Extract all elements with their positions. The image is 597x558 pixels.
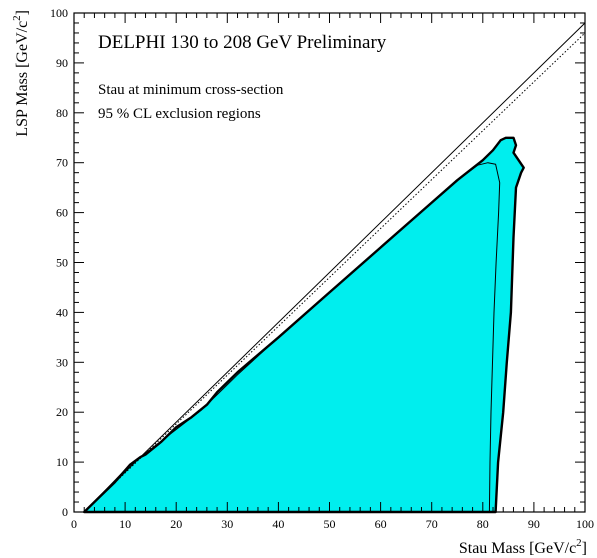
x-tick-label: 10 [119,517,131,531]
y-tick-label: 70 [56,156,68,170]
x-tick-label: 60 [375,517,387,531]
x-axis-ticks: 0 10 20 30 40 50 60 70 80 90 100 [71,13,594,531]
chart-title: DELPHI 130 to 208 GeV Preliminary [98,32,387,53]
reference-line-solid [83,22,586,513]
x-axis-label: Stau Mass [GeV/c2] [459,537,587,557]
y-tick-label: 100 [50,6,68,20]
reference-line-dotted [83,32,586,513]
y-tick-label: 0 [62,505,68,519]
x-tick-label: 0 [71,517,77,531]
y-tick-label: 80 [56,106,68,120]
y-tick-label: 20 [56,405,68,419]
x-tick-label: 90 [528,517,540,531]
exclusion-region-filled-0 [82,136,525,514]
y-tick-label: 30 [56,355,68,369]
x-tick-label: 20 [170,517,182,531]
plot-area [82,136,525,514]
y-tick-label: 10 [56,455,68,469]
x-tick-label: 100 [576,517,594,531]
annotation-line-1: Stau at minimum cross-section [98,82,284,98]
reference-lines [83,22,586,513]
x-tick-label: 50 [324,517,336,531]
y-tick-label: 90 [56,56,68,70]
annotation-line-2: 95 % CL exclusion regions [98,106,261,122]
y-axis-ticks: 0 10 20 30 40 50 60 70 80 90 100 [50,6,585,519]
x-tick-label: 80 [477,517,489,531]
y-tick-label: 60 [56,206,68,220]
x-tick-label: 30 [221,517,233,531]
x-tick-label: 70 [426,517,438,531]
y-axis-label: LSP Mass [GeV/c2] [11,10,31,137]
exclusion-region-outline-1 [83,162,501,513]
y-tick-label: 50 [56,256,68,270]
x-tick-label: 40 [272,517,284,531]
y-tick-label: 40 [56,305,68,319]
